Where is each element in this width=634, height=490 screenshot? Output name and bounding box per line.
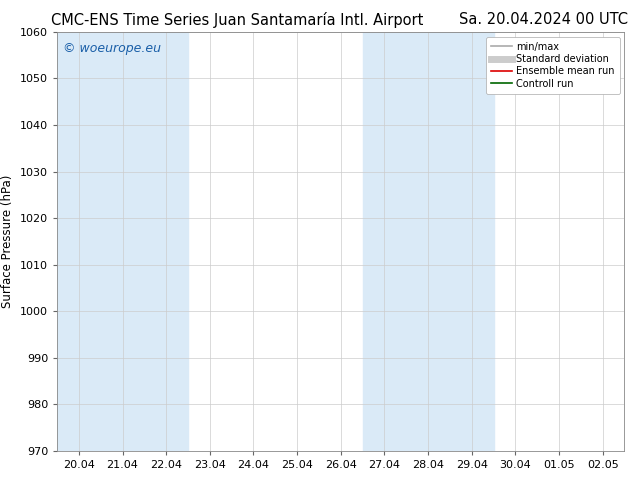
Bar [363, 32, 493, 451]
Text: Sa. 20.04.2024 00 UTC: Sa. 20.04.2024 00 UTC [458, 12, 628, 27]
Text: © woeurope.eu: © woeurope.eu [63, 42, 161, 55]
Y-axis label: Surface Pressure (hPa): Surface Pressure (hPa) [1, 174, 15, 308]
Text: CMC-ENS Time Series Juan Santamaría Intl. Airport: CMC-ENS Time Series Juan Santamaría Intl… [51, 12, 423, 28]
Legend: min/max, Standard deviation, Ensemble mean run, Controll run: min/max, Standard deviation, Ensemble me… [486, 37, 619, 94]
Bar [57, 32, 188, 451]
